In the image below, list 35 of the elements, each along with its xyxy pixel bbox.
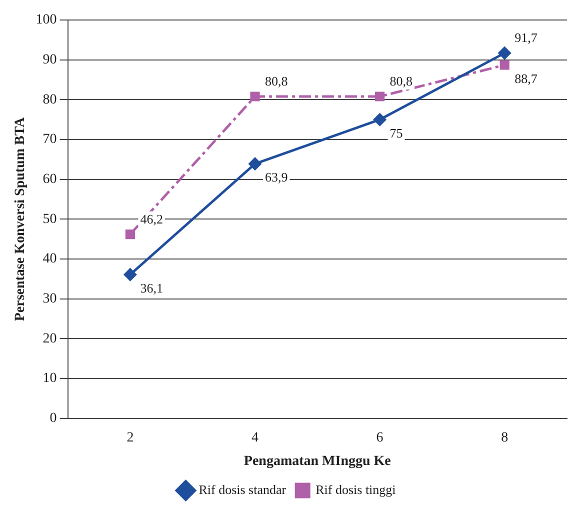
y-tick-label: 50 bbox=[42, 212, 57, 227]
y-tick-label: 0 bbox=[50, 411, 57, 426]
data-label: 80,8 bbox=[390, 73, 413, 88]
data-label: 36,1 bbox=[140, 280, 163, 296]
point bbox=[375, 92, 385, 102]
x-tick-label: 4 bbox=[252, 430, 258, 446]
point bbox=[374, 113, 386, 126]
y-tick-label: 80 bbox=[42, 92, 57, 108]
y-tick-label: 20 bbox=[42, 331, 57, 346]
data-label: 88,7 bbox=[514, 70, 538, 86]
y-tick-label: 90 bbox=[42, 52, 57, 68]
point bbox=[125, 230, 135, 240]
legend-label: Rif dosis tinggi bbox=[316, 482, 396, 497]
data-label: 91,7 bbox=[514, 30, 538, 45]
y-tick-label: 30 bbox=[42, 292, 57, 307]
point bbox=[500, 60, 510, 70]
x-tick-label: 2 bbox=[126, 430, 134, 446]
y-tick-label: 100 bbox=[36, 12, 57, 28]
point bbox=[124, 268, 136, 281]
y-tick-label: 70 bbox=[42, 132, 57, 148]
data-label: 75 bbox=[390, 126, 403, 141]
point bbox=[250, 92, 260, 102]
y-axis-title: Persentase Konversi Sputum BTA bbox=[13, 116, 28, 322]
point bbox=[248, 158, 262, 170]
data-label: 80,8 bbox=[265, 73, 288, 88]
x-tick-label: 6 bbox=[376, 430, 384, 446]
y-tick-label: 40 bbox=[42, 252, 57, 267]
x-tick-label: 8 bbox=[501, 430, 508, 446]
x-axis-title: Pengamatan MInggu Ke bbox=[244, 454, 391, 470]
y-tick-label: 10 bbox=[42, 371, 57, 386]
legend-label: Rif dosis standar bbox=[198, 482, 287, 497]
data-label: 63,9 bbox=[265, 170, 288, 185]
y-tick-label: 60 bbox=[42, 172, 57, 188]
data-label: 46,2 bbox=[140, 211, 163, 226]
point bbox=[498, 46, 511, 60]
